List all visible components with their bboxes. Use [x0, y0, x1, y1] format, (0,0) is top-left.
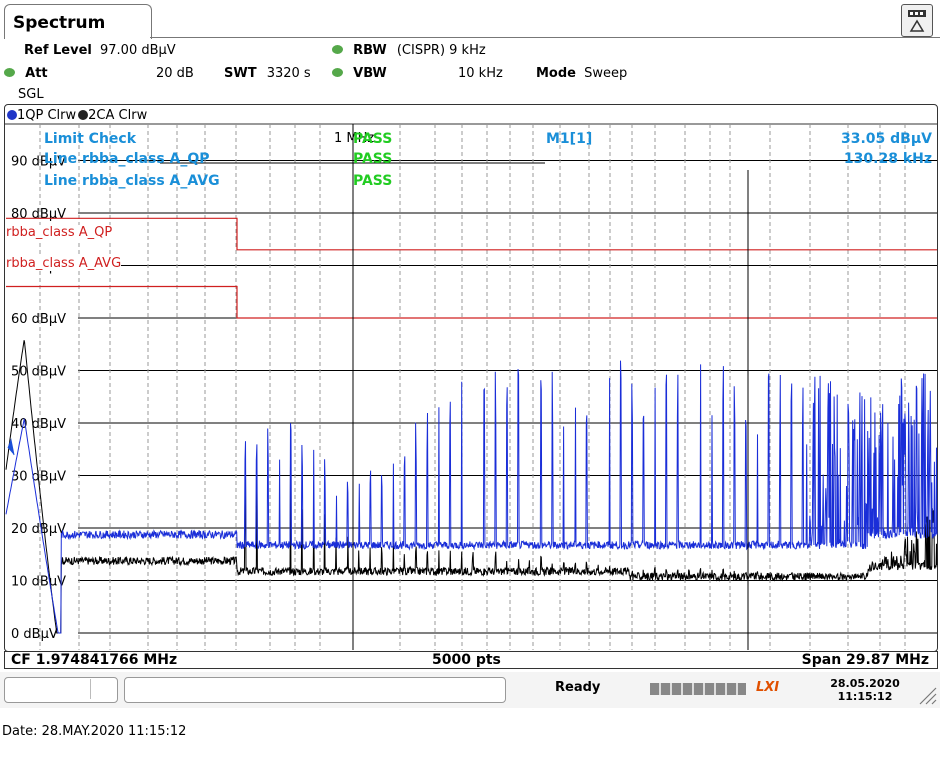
span-value: Span 29.87 MHz: [801, 652, 929, 668]
limit-line-avg: Line rbba_class A_AVG: [44, 173, 220, 189]
limit-check-result: PASS: [353, 131, 393, 147]
att-label: Att: [25, 66, 48, 81]
date-footer: Date: 28.MAY.2020 11:15:12: [2, 724, 187, 739]
marker-frequency: 130.28 kHz: [843, 151, 932, 167]
limit-line-avg: [6, 285, 937, 319]
status-field-2[interactable]: [124, 677, 506, 703]
trace1-icon: [7, 110, 17, 120]
y-tick-label: 80 dBµV: [11, 207, 66, 222]
swt-label: SWT: [224, 66, 257, 81]
ready-status: Ready: [555, 680, 601, 695]
rbw-label: RBW: [353, 43, 387, 58]
y-tick-label: 0 dBµV: [11, 627, 58, 642]
swt-value: 3320 s: [266, 66, 311, 81]
rbw-status-icon: [332, 45, 343, 54]
ref-level-label: Ref Level: [24, 43, 92, 58]
limit-line-qp: [6, 217, 937, 251]
status-divider: [90, 679, 91, 699]
status-field-1[interactable]: [4, 677, 118, 703]
avg-trace-line: [5, 340, 938, 634]
mode-value: Sweep: [584, 66, 628, 81]
tab-divider: [150, 37, 940, 38]
resize-grip-icon[interactable]: [916, 684, 938, 706]
att-setting: Att: [4, 66, 48, 81]
y-tick-label: 40 dBµV: [11, 417, 66, 432]
vbw-setting: VBW: [332, 66, 387, 81]
mode-setting: Mode Sweep: [536, 66, 627, 81]
sgl-indicator: SGL: [18, 87, 44, 102]
points-count: 5000 pts: [432, 652, 501, 668]
ref-level: Ref Level 97.00 dBµV: [24, 43, 176, 58]
limit-avg-result: PASS: [353, 173, 393, 189]
mode-label: Mode: [536, 66, 576, 81]
y-tick-label: 90 dBµV: [11, 155, 66, 170]
spectrum-tab[interactable]: Spectrum: [4, 4, 152, 39]
qp-trace: [5, 360, 938, 634]
y-tick-label: 60 dBµV: [11, 312, 66, 327]
plot-grid: [39, 124, 937, 650]
y-tick-label: 10 dBµV: [11, 575, 66, 590]
vbw-label: VBW: [353, 66, 387, 81]
trace-legend: 1QP Clrw 2CA Clrw: [7, 108, 147, 123]
limit-label-avg: rbba_class A_AVG: [6, 256, 122, 271]
swt-setting: SWT 3320 s: [224, 66, 311, 81]
limit-check-title: Limit Check: [44, 131, 137, 147]
plot-footer: CF 1.974841766 MHz 5000 pts Span 29.87 M…: [4, 651, 938, 669]
status-time: 11:15:12: [837, 690, 893, 703]
status-date: 28.05.2020: [830, 677, 900, 690]
limit-line-qp: Line rbba_class A_QP: [44, 151, 210, 167]
vbw-value: 10 kHz: [458, 66, 503, 81]
y-tick-label: 20 dBµV: [11, 522, 66, 537]
marker-freq-inline: 1 MHz: [334, 131, 375, 146]
qp-trace-line: [5, 360, 938, 634]
window-menu-icon[interactable]: [901, 4, 933, 37]
vbw-status-icon: [332, 68, 343, 77]
tab-title: Spectrum: [13, 13, 106, 33]
limit-lines: [6, 217, 937, 319]
trace1-label[interactable]: 1QP Clrw: [17, 108, 77, 123]
y-tick-label: 50 dBµV: [11, 365, 66, 380]
avg-trace: [5, 340, 938, 634]
att-value: 20 dB: [156, 66, 194, 81]
rbw-value: (CISPR) 9 kHz: [396, 43, 486, 58]
marker-level: 33.05 dBµV: [841, 131, 932, 147]
marker-m1-icon: [7, 438, 15, 456]
rbw-setting: RBW (CISPR) 9 kHz: [332, 43, 486, 58]
att-status-icon: [4, 68, 15, 77]
trace2-icon: [78, 110, 89, 120]
marker-name: M1[1]: [546, 131, 593, 147]
progress-bar: [650, 683, 746, 695]
lxi-logo: LXI: [756, 680, 780, 695]
ref-level-value: 97.00 dBµV: [100, 43, 176, 58]
center-frequency: CF 1.974841766 MHz: [11, 652, 178, 668]
trace2-label[interactable]: 2CA Clrw: [88, 108, 148, 123]
limit-label-qp: rbba_class A_QP: [6, 225, 113, 240]
limit-qp-result: PASS: [353, 151, 393, 167]
status-datetime: 28.05.2020 11:15:12: [826, 677, 904, 703]
